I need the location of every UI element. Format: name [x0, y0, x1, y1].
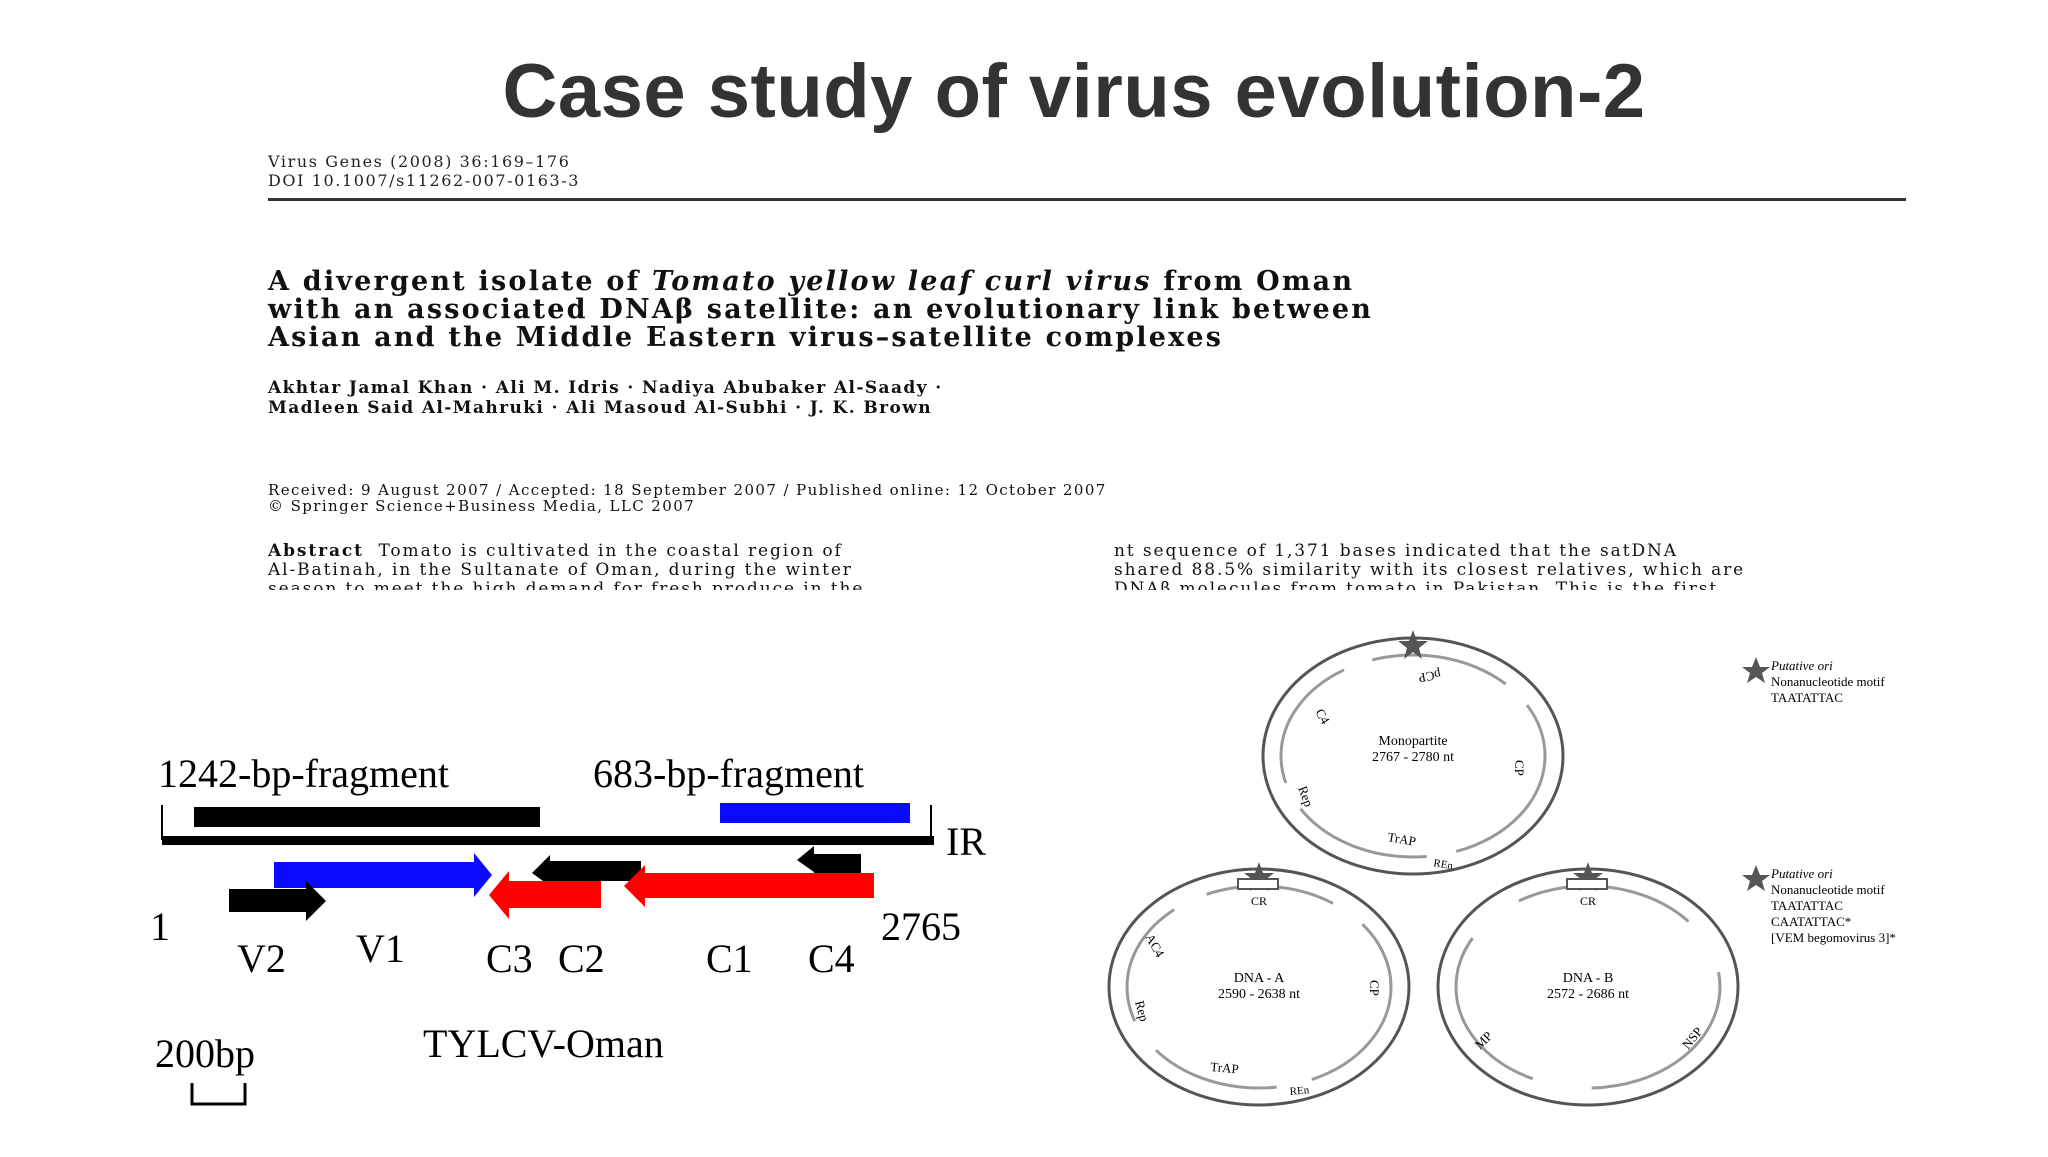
legend1-line2: Nonanucleotide motif: [1771, 674, 1885, 689]
paper-title: A divergent isolate of Tomato yellow lea…: [268, 268, 1373, 352]
paper-title-line-1: A divergent isolate of Tomato yellow lea…: [268, 266, 1355, 297]
header-rule: [268, 198, 1906, 201]
abstract-left-column: Abstract Tomato is cultivated in the coa…: [268, 542, 865, 590]
publication-dates: Received: 9 August 2007 / Accepted: 18 S…: [268, 482, 1107, 514]
monopartite-orf-arcs: [1279, 653, 1547, 859]
scale-label: 200bp: [155, 1031, 255, 1076]
legend2-line3: TAATATTAC: [1771, 898, 1843, 913]
ori-star-icon: [1244, 862, 1274, 891]
monopartite-genome: Monopartite 2767 - 2780 nt pCP CP C4 Rep…: [1261, 630, 1565, 876]
v2-label: V2: [237, 936, 286, 981]
legend-bipartite: Putative ori Nonanucleotide motif TAATAT…: [1742, 865, 1896, 945]
legend-star-icon: [1742, 865, 1770, 891]
fragment-2-bar: [720, 803, 910, 823]
monopartite-size: 2767 - 2780 nt: [1372, 750, 1454, 765]
c1-label: C1: [706, 936, 753, 981]
c1-arrow: [624, 865, 874, 907]
authors-line-2: Madleen Said Al-Mahruki · Ali Masoud Al-…: [268, 398, 933, 418]
doi: DOI 10.1007/s11262-007-0163-3: [268, 171, 581, 190]
dna-b-nsp-label: NSP: [1679, 1024, 1706, 1052]
paper-title-line-2: with an associated DNAβ satellite: an ev…: [268, 294, 1374, 325]
received-line: Received: 9 August 2007 / Accepted: 18 S…: [268, 481, 1107, 499]
virus-name: Tomato yellow leaf curl virus: [652, 266, 1152, 297]
legend-monopartite: Putative ori Nonanucleotide motif TAATAT…: [1742, 657, 1885, 705]
genome-line: [162, 836, 934, 845]
genome-start-label: 1: [150, 904, 170, 949]
dna-b-size: 2572 - 2686 nt: [1547, 987, 1629, 1002]
c2-label: C2: [558, 936, 605, 981]
dna-a-cr-label: CR: [1251, 894, 1267, 908]
fragment-1-label: 1242-bp-fragment: [158, 751, 449, 796]
v1-label: V1: [356, 926, 405, 971]
dna-a-cp-label: CP: [1367, 980, 1382, 996]
genome-map-svg: 1242-bp-fragment 683-bp-fragment IR 1 27…: [150, 751, 986, 1106]
c4-label: C4: [808, 936, 855, 981]
paper-title-line-3: Asian and the Middle Eastern virus–satel…: [268, 322, 1224, 353]
c4-arrow: [797, 846, 861, 873]
dna-a-trap-label: TrAP: [1210, 1059, 1240, 1076]
dna-b-cr-label: CR: [1580, 894, 1596, 908]
dna-a-genome: CR DNA - A 2590 - 2638 nt AC4 Rep CP TrA…: [1107, 862, 1411, 1107]
journal-citation: Virus Genes (2008) 36:169–176: [268, 152, 571, 171]
monopartite-title: Monopartite: [1378, 734, 1447, 749]
dna-a-title: DNA - A: [1234, 971, 1285, 986]
copyright-line: © Springer Science+Business Media, LLC 2…: [268, 497, 696, 515]
legend2-line5: [VEM begomovirus 3]*: [1771, 930, 1896, 945]
dna-a-cr-box: [1237, 878, 1279, 890]
monopartite-cp-label: CP: [1512, 760, 1527, 776]
legend-star-icon: [1742, 657, 1770, 683]
legend1-line1: Putative ori: [1770, 658, 1833, 673]
ori-star-icon: [1573, 862, 1603, 891]
ir-label: IR: [946, 819, 986, 864]
dna-a-ren-label: REn: [1289, 1084, 1310, 1098]
scale-bar: [190, 1083, 247, 1106]
dna-a-ac4-label: AC4: [1142, 931, 1168, 960]
paper-excerpt: Virus Genes (2008) 36:169–176 DOI 10.100…: [268, 152, 1908, 590]
dna-b-cr-box: [1566, 878, 1608, 890]
fragment-1-bar: [194, 807, 540, 827]
monopartite-trap-label: TrAP: [1386, 829, 1417, 849]
c3-label: C3: [486, 936, 533, 981]
monopartite-ren-label: REn: [1432, 857, 1454, 872]
monopartite-rep-label: Rep: [1295, 784, 1316, 809]
fragment-2-label: 683-bp-fragment: [593, 751, 864, 796]
v2-arrow: [229, 881, 326, 921]
dna-a-size: 2590 - 2638 nt: [1218, 987, 1300, 1002]
author-list: Akhtar Jamal Khan · Ali M. Idris · Nadiy…: [268, 378, 943, 418]
legend2-line1: Putative ori: [1770, 866, 1833, 881]
dna-b-title: DNA - B: [1563, 971, 1614, 986]
legend2-line4: CAATATTAC*: [1771, 914, 1851, 929]
dna-b-genome: CR DNA - B 2572 - 2686 nt MP NSP: [1436, 862, 1740, 1107]
dna-a-rep-label: Rep: [1132, 999, 1152, 1023]
genome-organization-figure: Monopartite 2767 - 2780 nt pCP CP C4 Rep…: [1100, 620, 2048, 1152]
dna-b-mp-label: MP: [1472, 1028, 1496, 1052]
legend1-line3: TAATATTAC: [1771, 690, 1843, 705]
authors-line-1: Akhtar Jamal Khan · Ali M. Idris · Nadiy…: [268, 378, 943, 398]
monopartite-c4-label: C4: [1312, 706, 1333, 727]
monopartite-pcp-label: pCP: [1417, 667, 1442, 686]
c3-arrow: [489, 871, 601, 919]
abstract-right-column: nt sequence of 1,371 bases indicated tha…: [1114, 542, 1746, 590]
abstract-label: Abstract: [268, 542, 364, 561]
genome-end-label: 2765: [881, 904, 961, 949]
ori-star-icon: [1398, 630, 1428, 659]
legend2-line2: Nonanucleotide motif: [1771, 882, 1885, 897]
genome-organization-svg: Monopartite 2767 - 2780 nt pCP CP C4 Rep…: [1107, 630, 1896, 1107]
c2-arrow: [532, 855, 641, 886]
slide-title: Case study of virus evolution-2: [502, 49, 1646, 134]
genome-map-figure: 1242-bp-fragment 683-bp-fragment IR 1 27…: [0, 620, 1100, 1152]
virus-name-label: TYLCV-Oman: [423, 1021, 664, 1066]
v1-arrow: [274, 853, 492, 897]
